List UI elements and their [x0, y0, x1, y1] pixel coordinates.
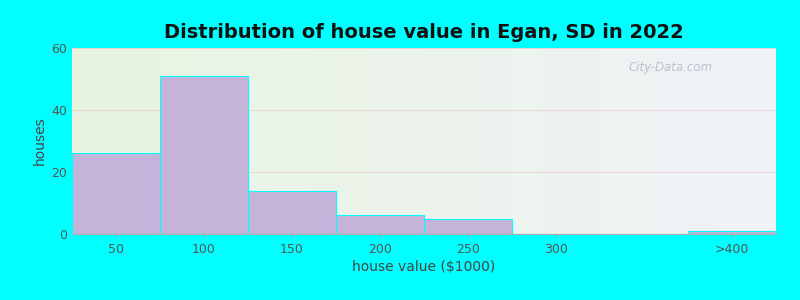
Bar	[336, 215, 424, 234]
Title: Distribution of house value in Egan, SD in 2022: Distribution of house value in Egan, SD …	[164, 23, 684, 42]
X-axis label: house value ($1000): house value ($1000)	[352, 260, 496, 274]
Bar	[688, 231, 776, 234]
Text: City-Data.com: City-Data.com	[628, 61, 712, 74]
Y-axis label: houses: houses	[33, 117, 47, 165]
Bar	[72, 153, 160, 234]
Bar	[160, 76, 248, 234]
Bar	[248, 190, 336, 234]
Bar	[424, 218, 512, 234]
